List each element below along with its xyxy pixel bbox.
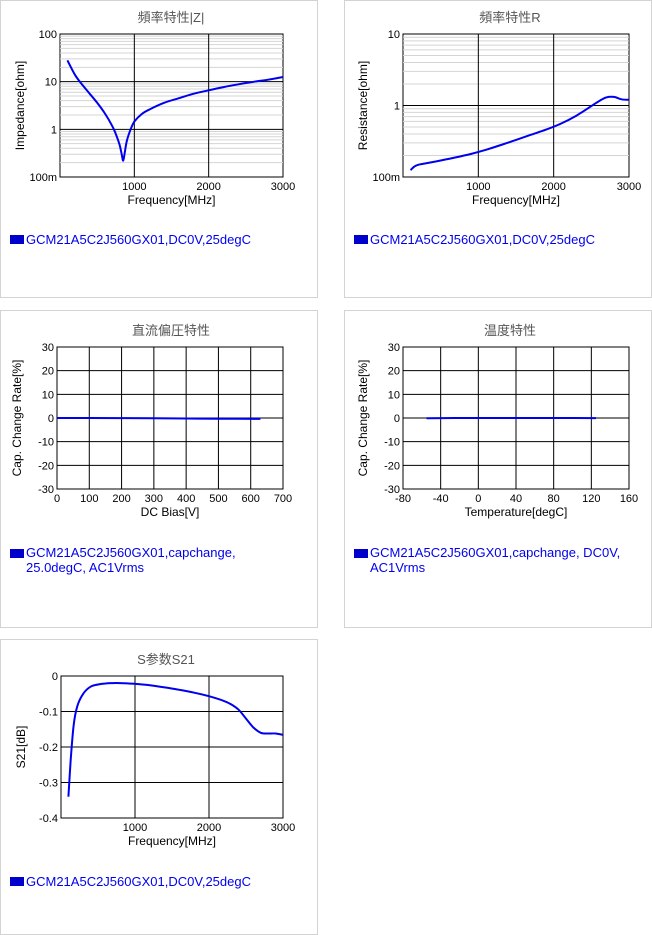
y-tick-label: 100m: [29, 172, 57, 184]
x-axis-label: Temperature[degC]: [465, 505, 568, 519]
y-tick-label: -0.3: [39, 778, 58, 790]
chart-title: 頻率特性|Z|: [138, 10, 205, 25]
x-tick-label: 3000: [271, 181, 295, 193]
x-tick-label: 1000: [466, 181, 490, 193]
y-tick-label: 100: [39, 29, 57, 41]
legend: GCM21A5C2J560GX01,capchange, DC0V, AC1Vr…: [354, 545, 620, 575]
x-tick-label: -80: [395, 493, 411, 505]
chart-panel-s21: S参数S21 1000 2000 3000 0 -0.1 -0.2 -0.3 -0.4 Frequ…: [0, 639, 318, 935]
y-tick-label: 30: [388, 342, 400, 354]
x-tick-label: 200: [112, 493, 130, 505]
chart-panel-dc-bias: 直流偏圧特性 0 100 200 300 400 500 600 700 30 20 10 0 -10 -2…: [0, 310, 318, 628]
impedance-chart: 頻率特性|Z| 100 10 1 100m 1000 2000 3000 Frequency[M…: [13, 10, 295, 207]
x-tick-label: 2000: [541, 181, 565, 193]
chart-panel-resistance: 頻率特性R 10 1 100m 1000 2000 3000 Frequency[MHz] Re…: [344, 0, 652, 298]
temperature-chart: 温度特性 -80 -40 0 40 80 120 160 30 20 10 0 -10 -20 -30 Tem…: [356, 323, 638, 519]
legend-label: GCM21A5C2J560GX01,DC0V,25degC: [26, 874, 251, 889]
chart-title: 温度特性: [484, 323, 536, 338]
y-axis-label: Impedance[ohm]: [13, 61, 27, 150]
y-tick-label: -0.2: [39, 742, 58, 754]
x-tick-label: 0: [54, 493, 60, 505]
series-line: [57, 417, 261, 420]
x-tick-label: 500: [209, 493, 227, 505]
y-tick-label: -30: [38, 484, 54, 496]
chart-panel-temperature: 温度特性 -80 -40 0 40 80 120 160 30 20 10 0 -10 -20 -30 Tem…: [344, 310, 652, 628]
y-axis-label: S21[dB]: [14, 726, 28, 769]
s21-chart: S参数S21 1000 2000 3000 0 -0.1 -0.2 -0.3 -0.4 Frequ…: [14, 652, 295, 848]
x-axis-label: Frequency[MHz]: [127, 193, 215, 207]
x-tick-label: 160: [620, 493, 638, 505]
resistance-chart: 頻率特性R 10 1 100m 1000 2000 3000 Frequency[MHz] Re…: [356, 10, 641, 207]
x-tick-label: 40: [510, 493, 522, 505]
y-tick-label: -0.4: [39, 813, 58, 825]
y-tick-label: 0: [48, 413, 54, 425]
y-tick-label: 10: [42, 389, 54, 401]
legend: GCM21A5C2J560GX01,capchange, 25.0degC, A…: [10, 545, 236, 575]
legend: GCM21A5C2J560GX01,DC0V,25degC: [10, 874, 251, 889]
series-line: [67, 682, 284, 797]
y-tick-label: -30: [384, 484, 400, 496]
x-axis-label: Frequency[MHz]: [128, 834, 216, 848]
y-tick-label: 0: [394, 413, 400, 425]
x-tick-label: 400: [177, 493, 195, 505]
x-tick-label: 700: [274, 493, 292, 505]
legend: GCM21A5C2J560GX01,DC0V,25degC: [354, 232, 595, 247]
series-line: [66, 59, 284, 162]
y-axis-label: Cap. Change Rate[%]: [356, 360, 370, 477]
y-tick-label: -0.1: [39, 707, 58, 719]
x-tick-label: 2000: [197, 822, 221, 834]
x-tick-label: 1000: [123, 822, 147, 834]
series-line: [409, 95, 630, 171]
y-tick-label: 20: [42, 366, 54, 378]
y-tick-label: -10: [384, 437, 400, 449]
y-tick-label: 10: [388, 389, 400, 401]
x-tick-label: 3000: [271, 822, 295, 834]
x-tick-label: 120: [582, 493, 600, 505]
plot-area: [59, 33, 284, 178]
legend-label: GCM21A5C2J560GX01,DC0V,25degC: [26, 232, 251, 247]
y-tick-label: 10: [388, 29, 400, 41]
chart-title: S参数S21: [137, 652, 195, 667]
legend: GCM21A5C2J560GX01,DC0V,25degC: [10, 232, 251, 247]
x-tick-label: 80: [548, 493, 560, 505]
y-tick-label: -10: [38, 437, 54, 449]
y-tick-label: 100m: [372, 172, 400, 184]
legend-swatch: [354, 235, 368, 244]
x-tick-label: -40: [433, 493, 449, 505]
x-tick-label: 100: [80, 493, 98, 505]
legend-label: GCM21A5C2J560GX01,capchange, DC0V, AC1Vr…: [370, 545, 621, 575]
x-axis-label: DC Bias[V]: [141, 505, 200, 519]
legend-label: GCM21A5C2J560GX01,capchange, 25.0degC, A…: [26, 545, 236, 575]
x-tick-label: 0: [475, 493, 481, 505]
y-tick-label: 30: [42, 342, 54, 354]
x-axis-label: Frequency[MHz]: [472, 193, 560, 207]
y-tick-label: -20: [38, 460, 54, 472]
y-axis-label: Cap. Change Rate[%]: [10, 360, 24, 477]
legend-swatch: [10, 549, 24, 558]
legend-swatch: [354, 549, 368, 558]
y-tick-label: 0: [52, 671, 58, 683]
y-tick-label: -20: [384, 460, 400, 472]
y-tick-label: 10: [45, 77, 57, 89]
legend-swatch: [10, 877, 24, 886]
chart-title: 直流偏圧特性: [132, 323, 210, 338]
chart-panel-impedance: 頻率特性|Z| 100 10 1 100m 1000 2000 3000 Frequency[M…: [0, 0, 318, 298]
x-tick-label: 600: [242, 493, 260, 505]
x-tick-label: 1000: [122, 181, 146, 193]
x-tick-label: 2000: [196, 181, 220, 193]
legend-label: GCM21A5C2J560GX01,DC0V,25degC: [370, 232, 595, 247]
x-tick-label: 300: [145, 493, 163, 505]
y-axis-label: Resistance[ohm]: [356, 61, 370, 150]
legend-swatch: [10, 235, 24, 244]
y-tick-label: 1: [51, 124, 57, 136]
x-tick-label: 3000: [617, 181, 641, 193]
y-tick-label: 20: [388, 366, 400, 378]
chart-title: 頻率特性R: [479, 10, 540, 25]
y-tick-label: 1: [394, 101, 400, 113]
